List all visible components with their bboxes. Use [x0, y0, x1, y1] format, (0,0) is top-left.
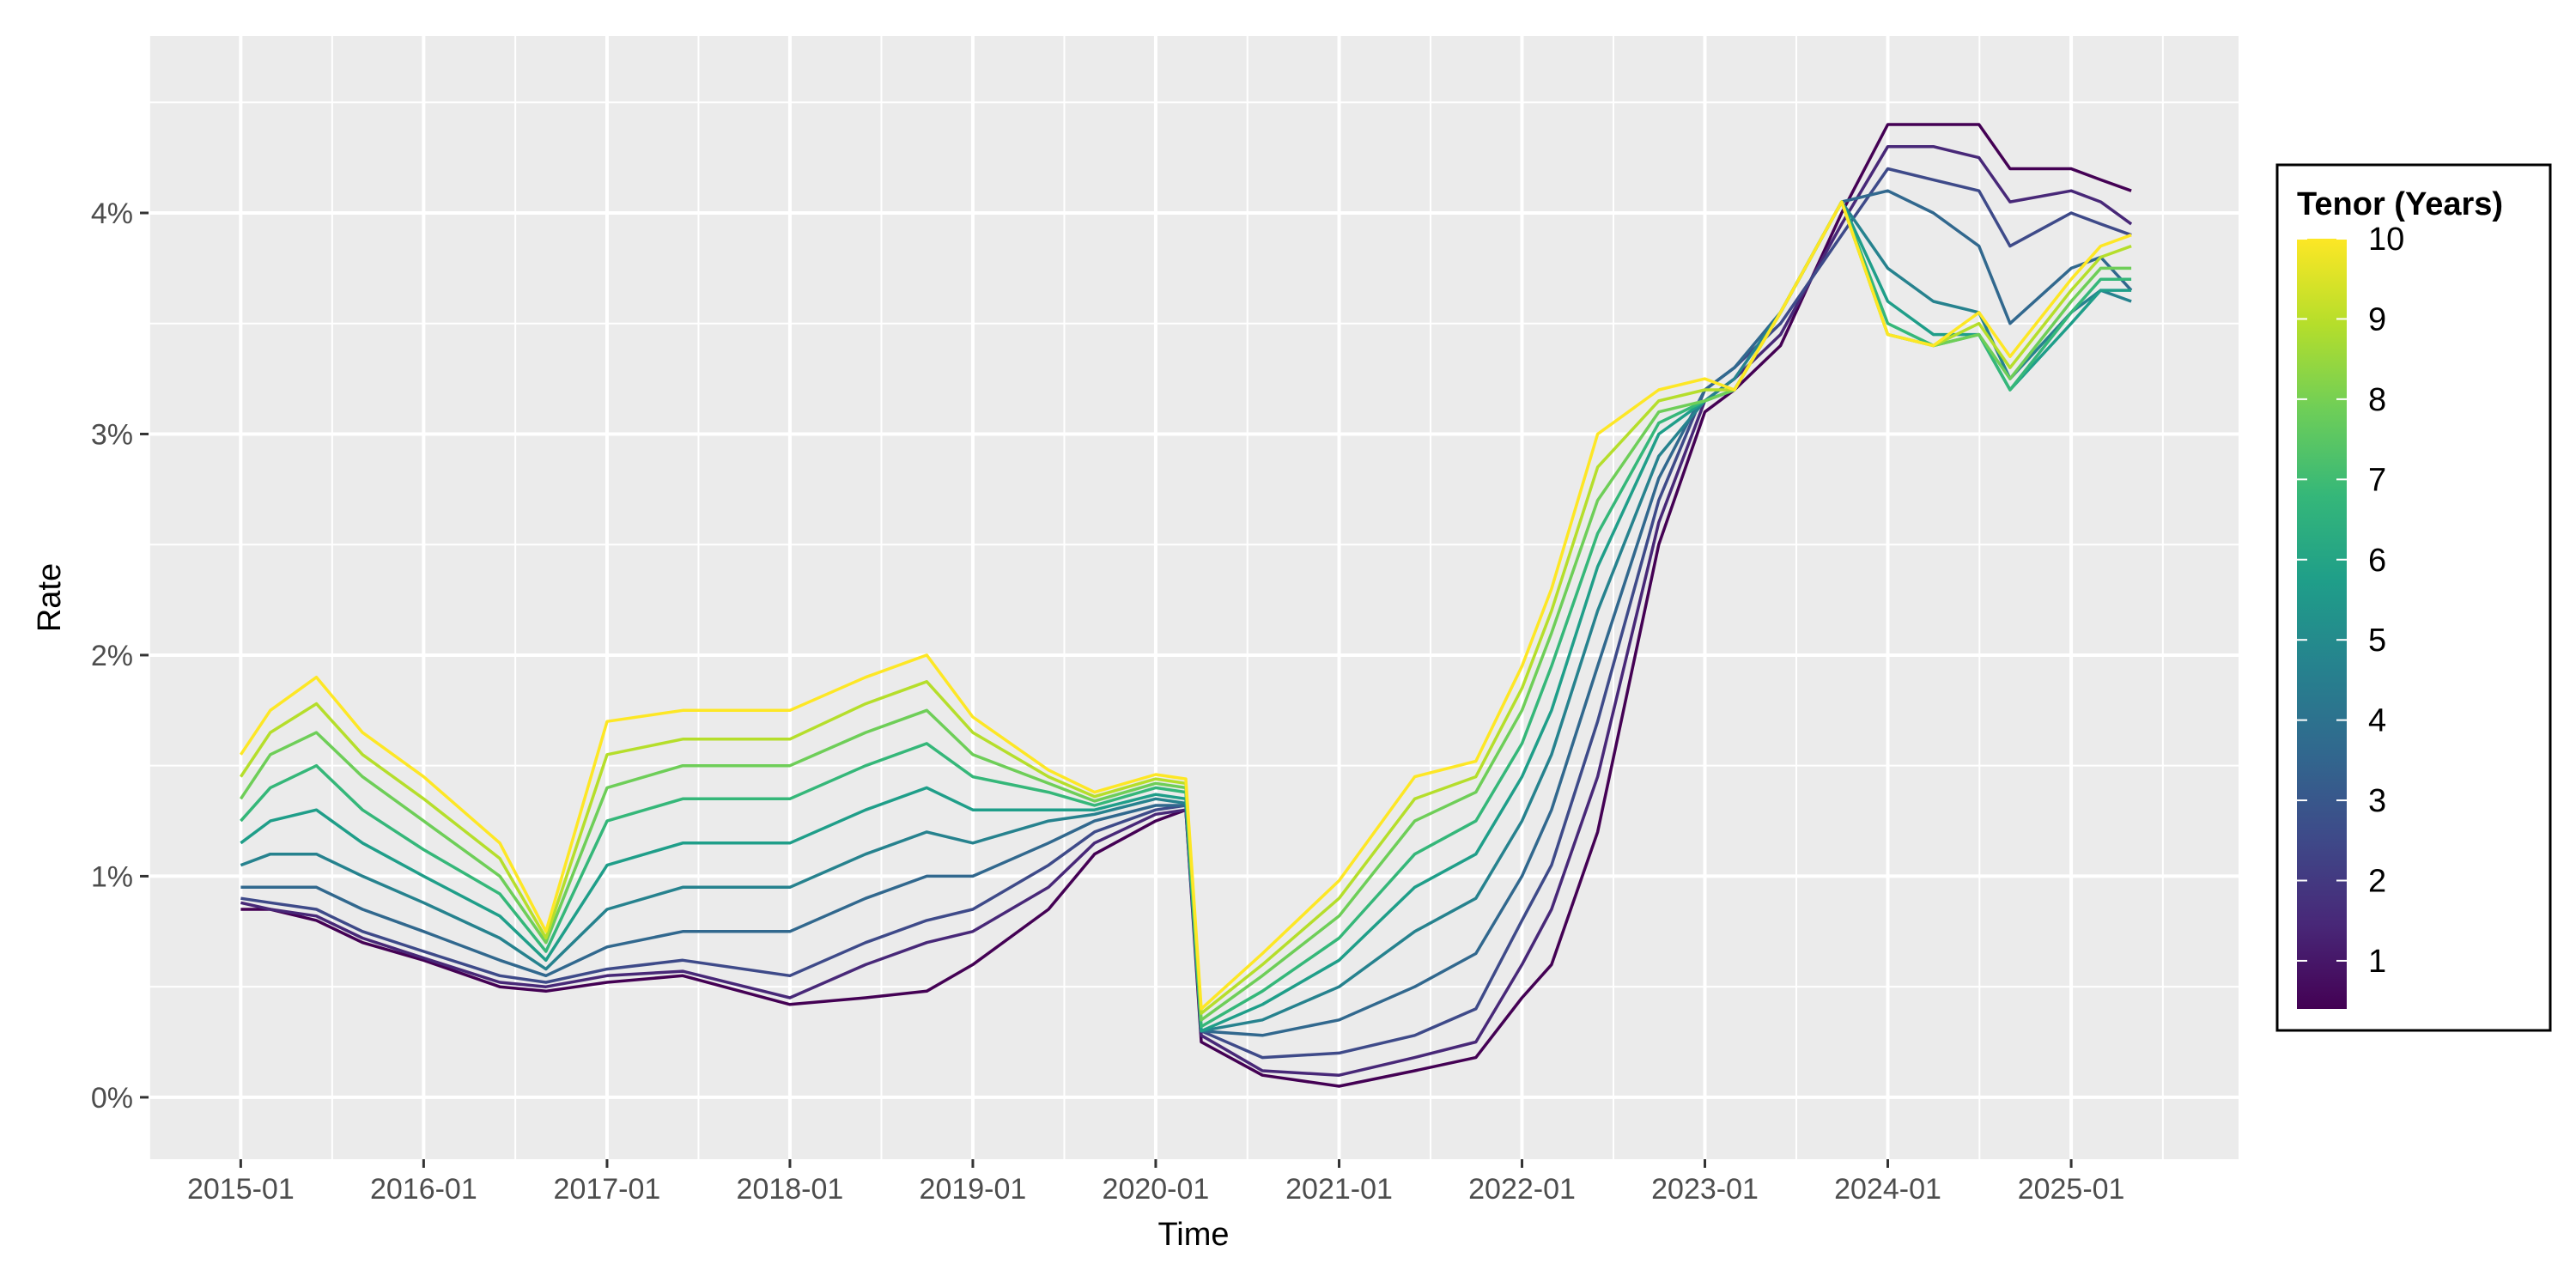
legend-label: 8: [2368, 382, 2386, 418]
legend-label: 5: [2368, 623, 2386, 659]
series-line-tenor-1: [240, 123, 2132, 1088]
legend-label: 1: [2368, 944, 2386, 980]
x-axis: 2015-01 2016-01 2017-01 2018-01 2019-01 2020-…: [187, 1159, 2125, 1206]
legend-title: Tenor (Years): [2297, 186, 2503, 222]
y-tick-label: 2%: [91, 640, 133, 672]
x-tick-label: 2022-01: [1468, 1173, 1576, 1206]
series-line-tenor-3: [240, 167, 2132, 1060]
series-line-tenor-6: [240, 200, 2132, 1033]
x-tick-label: 2015-01: [187, 1173, 295, 1206]
y-tick-label: 0%: [91, 1082, 133, 1115]
x-axis-title: Time: [1157, 1217, 1229, 1253]
grid-minor: [148, 36, 2239, 1159]
legend-colorbar: [2297, 239, 2347, 1009]
plot-panel: [149, 36, 2239, 1159]
y-tick-label: 4%: [91, 197, 133, 230]
legend-label: 10: [2368, 222, 2404, 258]
x-tick-label: 2023-01: [1651, 1173, 1759, 1206]
legend-label: 6: [2368, 543, 2386, 579]
x-tick-label: 2020-01: [1103, 1173, 1210, 1206]
series-line-tenor-4: [240, 189, 2133, 1037]
series-lines: [239, 123, 2133, 1088]
legend-label: 2: [2368, 864, 2386, 900]
x-tick-label: 2024-01: [1834, 1173, 1941, 1206]
series-line-tenor-2: [240, 144, 2133, 1077]
x-tick-label: 2018-01: [737, 1173, 844, 1206]
x-tick-label: 2017-01: [554, 1173, 661, 1206]
series-line-tenor-10: [239, 200, 2132, 1011]
legend: Tenor (Years) 10 9 8 7 6 5 4 3 2 1: [2275, 163, 2552, 1032]
y-axis: 0% 1% 2% 3% 4%: [91, 197, 149, 1115]
x-tick-label: 2016-01: [370, 1173, 477, 1206]
y-tick-label: 3%: [91, 418, 133, 451]
y-axis-title: Rate: [32, 563, 68, 632]
series-line-tenor-5: [240, 200, 2132, 1033]
legend-label: 9: [2368, 301, 2386, 337]
legend-label: 7: [2368, 462, 2386, 498]
legend-label: 3: [2368, 783, 2386, 819]
series-line-tenor-7: [240, 200, 2132, 1029]
x-tick-label: 2021-01: [1285, 1173, 1393, 1206]
x-tick-label: 2019-01: [920, 1173, 1027, 1206]
legend-ticks: 10 9 8 7 6 5 4 3 2 1: [2297, 222, 2404, 980]
legend-label: 4: [2368, 703, 2386, 739]
y-tick-label: 1%: [91, 860, 133, 893]
x-tick-label: 2025-01: [2018, 1173, 2125, 1206]
